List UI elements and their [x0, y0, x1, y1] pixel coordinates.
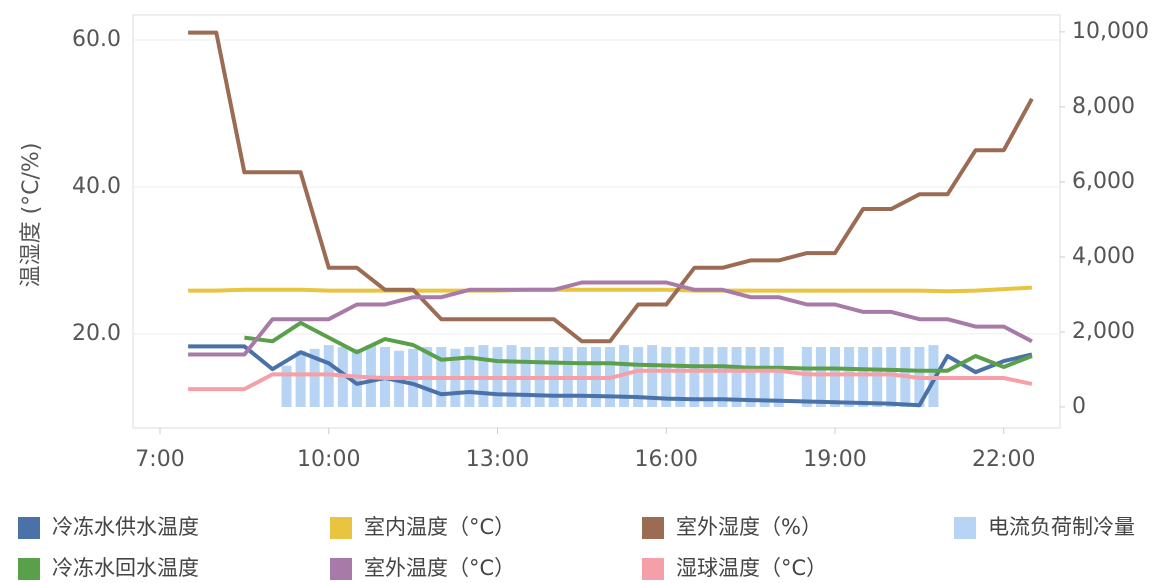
legend-swatch [330, 558, 352, 580]
legend-label: 室外温度（°C） [364, 556, 515, 580]
bar [801, 346, 812, 407]
line [244, 320, 1033, 373]
legend-swatch [954, 517, 976, 539]
y2-tick-label: 2,000 [1072, 319, 1135, 344]
y2-tick-label: 0 [1072, 394, 1086, 419]
legend-swatch [18, 558, 40, 580]
plot-frame [132, 14, 1061, 429]
bar [872, 346, 883, 407]
bar [844, 346, 855, 407]
y-tick-label: 20.0 [72, 321, 121, 346]
legend-label: 冷冻水回水温度 [52, 556, 199, 580]
x-tick-label: 10:00 [297, 447, 360, 472]
legend-swatch [18, 517, 40, 539]
x-tick-label: 22:00 [972, 447, 1035, 472]
y2-tick-label: 4,000 [1072, 244, 1135, 269]
legend-label: 室外湿度（%） [676, 515, 822, 539]
bar [717, 346, 728, 407]
bar [773, 346, 784, 407]
bar [759, 346, 770, 407]
line [188, 344, 1033, 408]
x-tick-label: 19:00 [803, 447, 866, 472]
x-tick-label: 7:00 [135, 447, 184, 472]
y2-tick-label: 8,000 [1072, 94, 1135, 119]
x-tick-label: 16:00 [635, 447, 698, 472]
bar [886, 346, 897, 407]
y2-tick-label: 6,000 [1072, 169, 1135, 194]
bar [281, 365, 292, 407]
bar [295, 350, 306, 407]
bar [675, 346, 686, 407]
bar [661, 346, 672, 407]
bar [830, 346, 840, 407]
x-tick-label: 13:00 [466, 447, 529, 472]
legend-swatch [330, 517, 352, 539]
legend-label: 室内温度（°C） [364, 515, 515, 539]
bar [745, 346, 756, 407]
bar [647, 345, 658, 407]
legend-label: 电流负荷制冷量 [988, 515, 1135, 539]
y2-tick-label: 10,000 [1072, 19, 1149, 44]
line [188, 285, 1033, 294]
y-axis-label: 温湿度 (°C/%) [19, 143, 44, 288]
bar [815, 346, 826, 407]
bar [633, 346, 644, 407]
bar [731, 346, 742, 407]
legend-swatch [642, 517, 664, 539]
legend-swatch [642, 558, 664, 580]
y-tick-label: 40.0 [72, 174, 121, 199]
line [188, 280, 1033, 357]
bar [309, 348, 320, 407]
legend-label: 冷冻水供水温度 [52, 515, 199, 539]
bar [858, 346, 869, 407]
line [188, 30, 1034, 344]
bar [703, 346, 714, 407]
bar [689, 346, 700, 407]
line [188, 368, 1033, 392]
y-tick-label: 60.0 [72, 27, 121, 52]
legend-label: 湿球温度（°C） [676, 556, 827, 580]
